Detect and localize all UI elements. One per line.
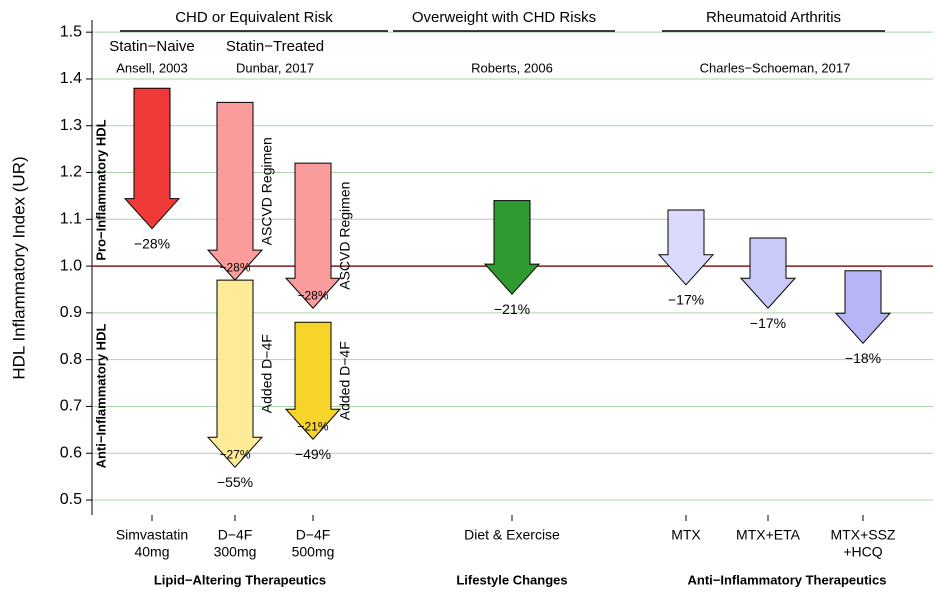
bottom-group-label: Lipid−Altering Therapeutics (154, 572, 326, 587)
y-tick-label: 0.6 (60, 444, 82, 461)
x-tick-label: Diet & Exercise (464, 527, 560, 543)
group-title: Overweight with CHD Risks (412, 9, 596, 26)
bottom-group-label: Lifestyle Changes (456, 572, 567, 587)
study-label: Dunbar, 2017 (236, 60, 314, 75)
arrow-side-text: Added D−4F (337, 341, 353, 420)
x-tick-label: MTX+SSZ (831, 527, 896, 543)
arrow-label: −21% (494, 301, 530, 317)
x-tick-label: MTX (671, 527, 701, 543)
y-tick-label: 0.5 (60, 491, 82, 508)
arrow-label: −49% (295, 446, 331, 462)
arrow (206, 279, 264, 469)
arrow-inner-label: −28% (219, 260, 250, 274)
x-tick-label: 500mg (292, 544, 335, 560)
study-label: Statin−Naive (109, 38, 194, 55)
x-tick-label: D−4F (218, 527, 253, 543)
y-tick-label: 1.3 (60, 117, 82, 134)
x-tick-label: +HCQ (843, 544, 882, 560)
study-label: Charles−Schoeman, 2017 (700, 60, 851, 75)
bottom-group-label: Anti−Inflammatory Therapeutics (687, 572, 886, 587)
y-axis-label: HDL Inflammatory Index (UR) (9, 156, 28, 379)
group-title: Rheumatoid Arthritis (706, 9, 841, 26)
arrow-label: −17% (750, 315, 786, 331)
x-tick-label: Simvastatin (116, 527, 188, 543)
arrow-label: −28% (134, 235, 170, 251)
arrow-label: −55% (217, 474, 253, 490)
arrow (206, 101, 264, 281)
group-title: CHD or Equivalent Risk (175, 9, 333, 26)
arrow-side-text: ASCVD Regimen (259, 137, 275, 245)
y-tick-label: 0.8 (60, 351, 82, 368)
y-tick-label: 0.7 (60, 398, 82, 415)
y-tick-label: 0.9 (60, 304, 82, 321)
region-label: Anti−Inflammatory HDL (93, 324, 108, 469)
x-tick-label: 300mg (214, 544, 257, 560)
arrow-inner-label: −21% (297, 419, 328, 433)
arrow (284, 162, 342, 309)
arrow (834, 270, 892, 345)
arrow-label: −17% (668, 292, 704, 308)
arrow-inner-label: −27% (219, 447, 250, 461)
study-label: Ansell, 2003 (116, 60, 188, 75)
arrow (123, 87, 181, 230)
y-tick-label: 1.4 (60, 70, 82, 87)
x-tick-label: 40mg (134, 544, 169, 560)
arrow-label: −18% (845, 350, 881, 366)
y-tick-label: 1.5 (60, 23, 82, 40)
y-tick-label: 1.1 (60, 211, 82, 228)
study-label: Statin−Treated (226, 38, 324, 55)
arrow (657, 209, 715, 286)
arrow-side-text: ASCVD Regimen (337, 182, 353, 290)
arrow (284, 321, 342, 440)
x-tick-label: MTX+ETA (736, 527, 801, 543)
arrow-side-text: Added D−4F (259, 334, 275, 413)
arrow-inner-label: −28% (297, 288, 328, 302)
y-tick-label: 1.2 (60, 164, 82, 181)
y-tick-label: 1.0 (60, 257, 82, 274)
arrow (739, 237, 797, 309)
arrow (483, 200, 541, 295)
region-label: Pro−Inflammatory HDL (93, 119, 108, 260)
x-tick-label: D−4F (296, 527, 331, 543)
study-label: Roberts, 2006 (471, 60, 553, 75)
